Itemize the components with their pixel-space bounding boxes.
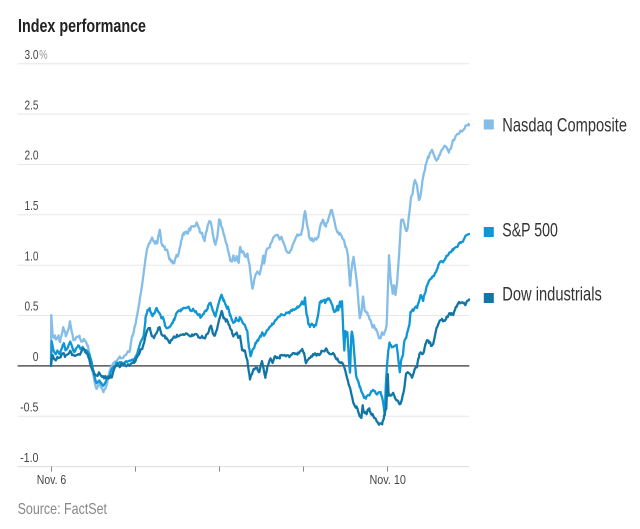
svg-text:1.0: 1.0 <box>25 248 39 263</box>
svg-text:0.5: 0.5 <box>25 299 39 314</box>
svg-text:Nasdaq Composite: Nasdaq Composite <box>502 115 627 136</box>
svg-text:Dow industrials: Dow industrials <box>502 285 602 306</box>
svg-text:Nov. 6: Nov. 6 <box>37 472 67 487</box>
svg-text:-1.0: -1.0 <box>20 450 38 465</box>
svg-text:3.0: 3.0 <box>25 47 39 62</box>
svg-text:2.0: 2.0 <box>25 148 39 163</box>
svg-text:0: 0 <box>33 349 39 364</box>
svg-text:1.5: 1.5 <box>25 198 39 213</box>
svg-text:%: % <box>39 47 48 62</box>
svg-text:-0.5: -0.5 <box>20 399 38 414</box>
svg-text:Nov. 10: Nov. 10 <box>369 472 406 487</box>
svg-text:Source: FactSet: Source: FactSet <box>18 501 108 518</box>
svg-text:2.5: 2.5 <box>25 97 39 112</box>
svg-text:Index performance: Index performance <box>18 16 146 36</box>
svg-text:S&P 500: S&P 500 <box>502 220 558 241</box>
